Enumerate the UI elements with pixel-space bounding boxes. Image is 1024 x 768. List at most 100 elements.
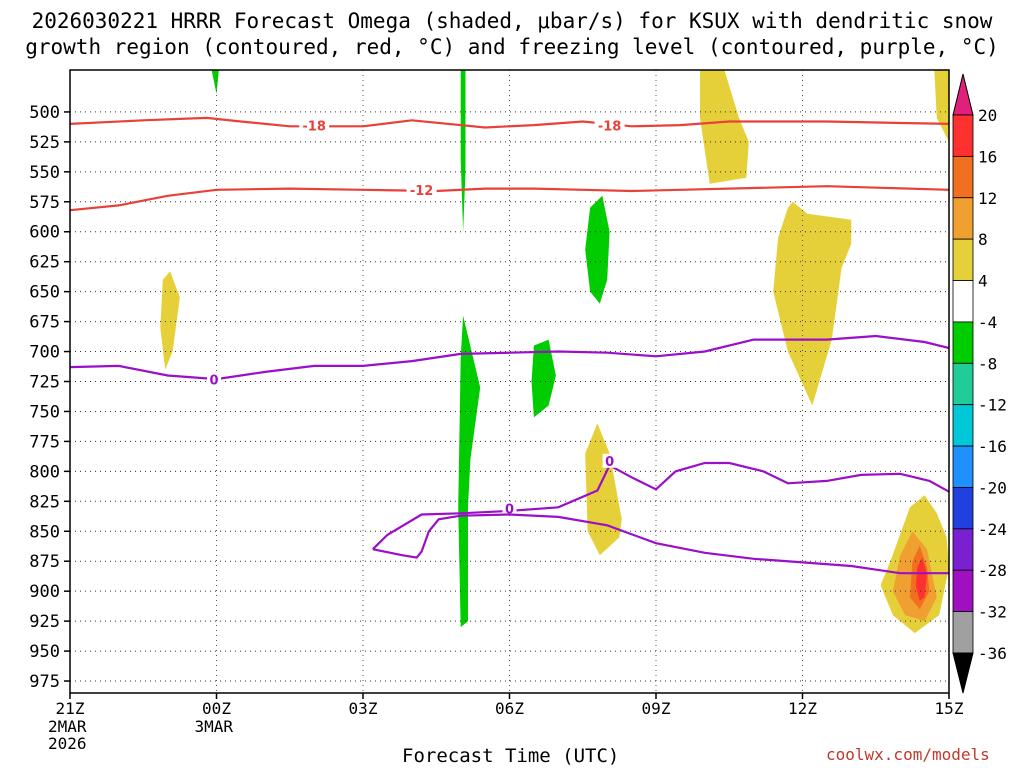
omega-region-upper-teal [211, 70, 219, 94]
omega-region-teal-b [458, 315, 481, 628]
y-tick-label: 600 [29, 223, 60, 243]
contour-lines: -18 -18 -12 0 0 0 [70, 116, 949, 575]
x-tick-label: 09Z [642, 699, 671, 718]
colorbar-label: -28 [978, 561, 1007, 580]
y-axis: 500 525 550 575 600 625 650 675 700 725 750 775 800 8… [29, 103, 70, 692]
y-tick-label: 525 [29, 133, 60, 153]
colorbar-swatch [952, 445, 974, 488]
dendritic-contour-label: -18 [598, 119, 622, 134]
x-tick-sublabel: 3MAR [195, 717, 234, 736]
credit-link[interactable]: coolwx.com/models [826, 745, 990, 764]
colorbar-swatch [952, 114, 974, 157]
colorbar-label: -16 [978, 437, 1007, 456]
colorbar-label: 16 [978, 147, 997, 166]
colorbar-swatch [952, 487, 974, 530]
y-tick-label: 500 [29, 103, 60, 123]
colorbar-label: -36 [978, 644, 1007, 663]
y-tick-label: 875 [29, 552, 60, 572]
x-tick-label: 15Z [935, 699, 964, 718]
y-tick-label: 800 [29, 462, 60, 482]
y-tick-label: 725 [29, 373, 60, 393]
chart-title-line-1: 2026030221 HRRR Forecast Omega (shaded, … [31, 9, 993, 33]
y-tick-label: 675 [29, 313, 60, 333]
omega-region-yellow-top [700, 70, 749, 184]
y-tick-label: 950 [29, 642, 60, 662]
colorbar-label: -12 [978, 396, 1007, 415]
omega-region-yellow-mid [585, 423, 622, 556]
y-tick-label: 850 [29, 522, 60, 542]
dendritic-contour-label-bg [299, 118, 330, 133]
colorbar-label: 4 [978, 272, 988, 291]
omega-region-upper-green [187, 70, 246, 194]
x-tick-label: 03Z [349, 699, 378, 718]
freezing-contour-label-bg [502, 501, 517, 516]
colorbar-swatch [952, 528, 974, 571]
x-tick-label: 06Z [495, 699, 524, 718]
y-tick-label: 700 [29, 343, 60, 363]
dendritic-contour-label-bg [594, 118, 625, 133]
omega-region-midleft-green [309, 423, 363, 514]
colorbar-label: -4 [978, 313, 997, 332]
omega-region-green-bottomright [929, 633, 949, 663]
y-tick-label: 825 [29, 492, 60, 512]
colorbar-label: -32 [978, 603, 1007, 622]
omega-region-small-green [543, 561, 556, 634]
y-tick-label: 650 [29, 283, 60, 303]
y-tick-label: 900 [29, 582, 60, 602]
colorbar-swatch [952, 238, 974, 281]
colorbar-swatch [952, 280, 974, 323]
chart-title: 2026030221 HRRR Forecast Omega (shaded, … [0, 8, 1024, 60]
x-tick-sublabel: 2026 [48, 734, 87, 753]
colorbar-swatch [952, 155, 974, 199]
omega-region-teal-c [531, 339, 556, 418]
x-tick-label: 00Z [202, 699, 231, 718]
freezing-contour-line [372, 461, 949, 550]
omega-region-teal-d [585, 195, 610, 304]
colorbar-swatch [952, 611, 974, 654]
dendritic-contour-label-bg [406, 183, 437, 198]
y-tick-label: 750 [29, 402, 60, 422]
freezing-contour-label-bg [602, 453, 617, 468]
dendritic-contour-line [70, 116, 949, 129]
y-tick-label: 925 [29, 612, 60, 632]
colorbar-label: -24 [978, 520, 1007, 539]
colorbar-label: 12 [978, 189, 997, 208]
omega-region-yellow-left [160, 271, 180, 370]
x-tick-label: 21Z [56, 699, 85, 718]
dendritic-contour-line [70, 185, 949, 212]
omega-shading [104, 70, 949, 663]
freezing-contour-label-bg [207, 372, 222, 387]
freezing-contour-label: 0 [505, 503, 514, 518]
colorbar-label: 20 [978, 106, 997, 125]
omega-region-yellow-right [773, 201, 852, 406]
colorbar-swatch [952, 569, 974, 613]
omega-region-teal-a [460, 70, 466, 232]
omega-region-yellow-topright [934, 70, 949, 142]
colorbar-swatch [952, 404, 974, 447]
colorbar: 20 16 12 8 4 -4 -8 -12 -16 -20 -24 -28 -32 -36 [952, 73, 1007, 694]
colorbar-label: 8 [978, 230, 988, 249]
dendritic-contour-label: -18 [302, 119, 326, 134]
colorbar-swatch [952, 197, 974, 240]
dendritic-contour-label: -12 [410, 184, 434, 199]
x-tick-label: 12Z [788, 699, 817, 718]
x-tick-sublabel: 2MAR [48, 717, 87, 736]
y-tick-label: 550 [29, 163, 60, 183]
y-tick-label: 625 [29, 253, 60, 273]
colorbar-label: -20 [978, 478, 1007, 497]
colorbar-top-arrow [952, 73, 974, 116]
colorbar-label: -8 [978, 354, 997, 373]
omega-region-upper-left-green [104, 70, 149, 202]
x-axis-label: Forecast Time (UTC) [402, 745, 620, 767]
y-tick-label: 775 [29, 432, 60, 452]
omega-region-red-core [915, 557, 927, 601]
freezing-contour-label: 0 [210, 373, 219, 388]
y-tick-label: 575 [29, 193, 60, 213]
omega-region-left-green [116, 397, 136, 562]
freezing-contour-label: 0 [605, 455, 614, 470]
colorbar-swatch [952, 321, 974, 364]
freezing-contour-line [372, 513, 949, 575]
colorbar-bottom-arrow [952, 652, 974, 694]
chart-title-line-2: growth region (contoured, red, °C) and f… [25, 35, 999, 59]
